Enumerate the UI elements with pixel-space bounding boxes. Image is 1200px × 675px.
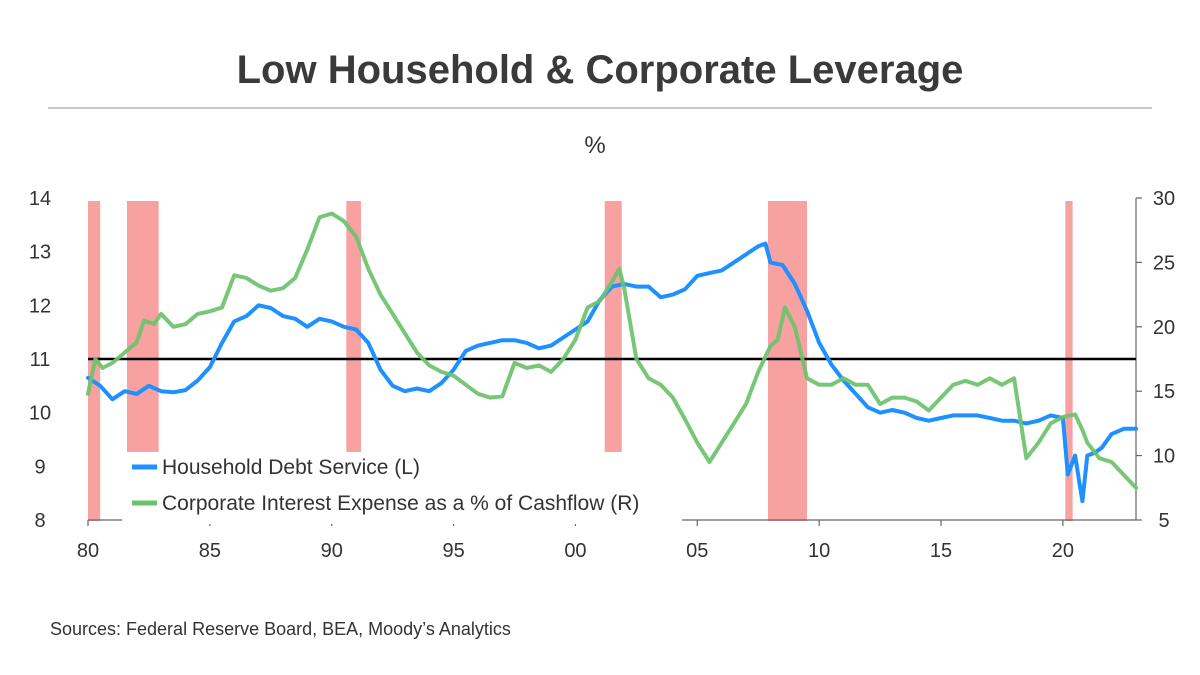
y-left-tick-label: 10 [29,403,51,425]
legend: Household Debt Service (L) Corporate Inte… [122,452,682,524]
y-right-tick-label: 20 [1153,317,1175,339]
x-tick-label: 15 [930,540,952,562]
x-tick-label: 00 [564,540,586,562]
y-left-tick-label: 13 [29,242,51,264]
y-left-tick-label: 8 [34,510,45,532]
y-left-tick-label: 12 [29,295,51,317]
chart-title: Low Household & Corporate Leverage [236,48,964,92]
recession-band [346,201,361,521]
y-right-tick-label: 30 [1153,188,1175,210]
y-right-tick-label: 15 [1153,381,1175,403]
legend-background [122,452,682,524]
recession-band [604,201,622,521]
legend-label: Household Debt Service (L) [162,456,420,479]
y-right-tick-label: 5 [1158,510,1169,532]
corporate-interest-expense-line [86,211,1138,490]
legend-label: Corporate Interest Expense as a % of Cas… [162,492,639,515]
x-tick-label: 95 [442,540,464,562]
x-tick-label: 85 [199,540,221,562]
y-right-tick-label: 25 [1153,252,1175,274]
x-tick-label: 80 [77,540,99,562]
recession-band [767,201,807,521]
x-tick-label: 20 [1052,540,1074,562]
chart-svg: 80 85 90 95 00 05 10 15 20 8 9 10 11 12 13 14 5 10 15 20 25 3… [29,188,1175,562]
y-left-tick-label: 11 [30,349,51,371]
y-right-tick-label: 10 [1153,446,1175,468]
series-lines [86,211,1138,504]
unit-label: % [584,132,606,159]
recession-band [1065,201,1073,521]
title-divider [48,107,1152,109]
source-note: Sources: Federal Reserve Board, BEA, Moo… [50,619,511,639]
y-left-tick-label: 9 [34,456,45,478]
x-tick-label: 05 [686,540,708,562]
x-tick-label: 90 [321,540,343,562]
y-left-tick-label: 14 [29,188,51,210]
household-debt-service-line [86,241,1138,504]
x-tick-label: 10 [808,540,830,562]
